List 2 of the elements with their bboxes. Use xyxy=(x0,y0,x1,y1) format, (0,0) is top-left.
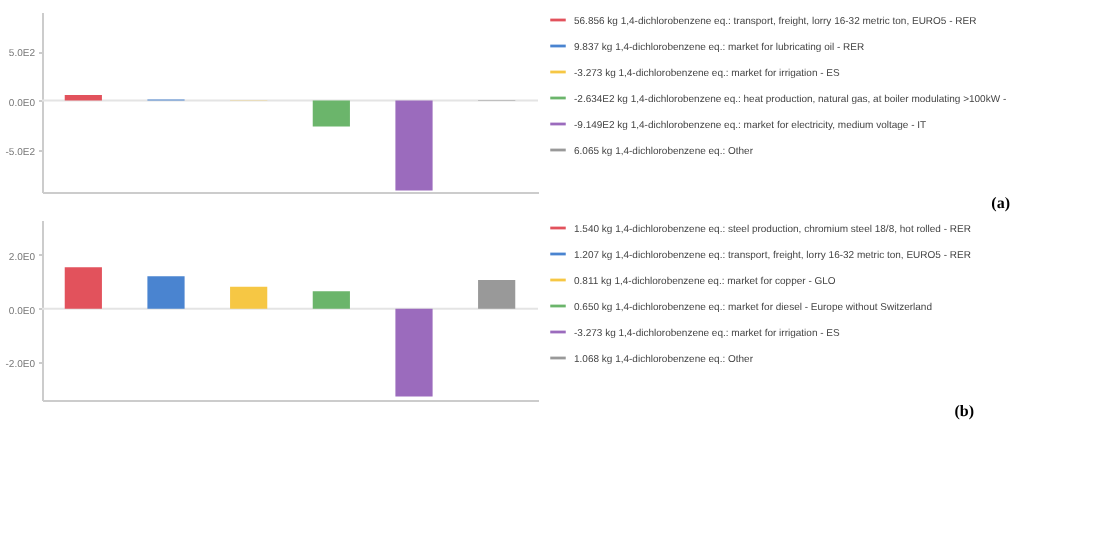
text: (b) xyxy=(954,402,975,420)
text: (a) xyxy=(991,194,1011,212)
